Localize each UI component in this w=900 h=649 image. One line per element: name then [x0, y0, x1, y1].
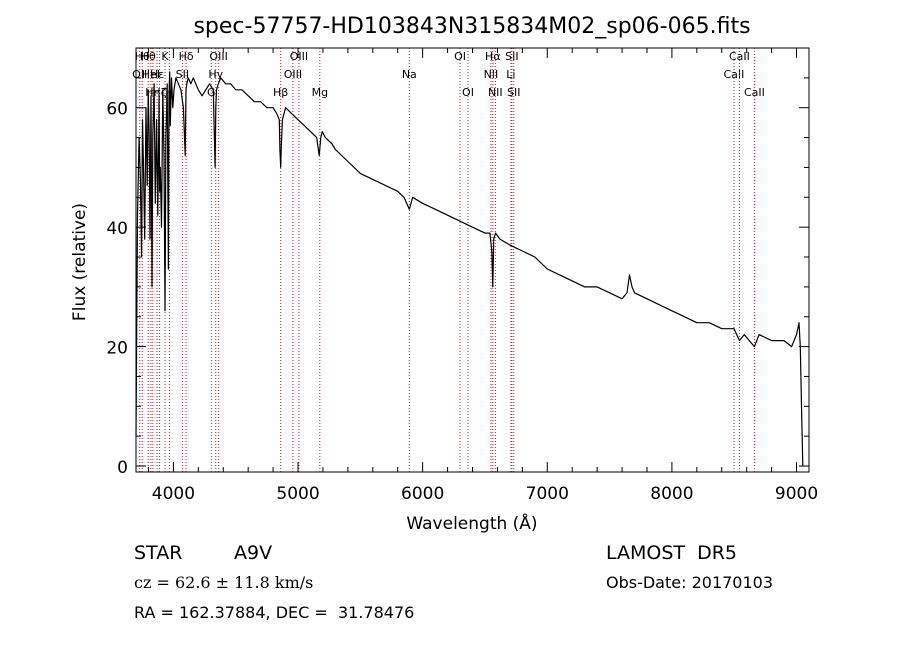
spectral-line-label: Hθ: [135, 50, 150, 63]
y-tick-label: 60: [106, 100, 128, 120]
spectral-line-label: Hδ: [179, 50, 194, 63]
spectral-line-label: Hγ: [208, 68, 223, 81]
spectral-line-label: OIII: [209, 50, 227, 63]
spectral-line-label: Mg: [312, 86, 328, 99]
spectral-line-label: OI: [454, 50, 466, 63]
y-axis-label: Flux (relative): [70, 203, 90, 321]
y-tick-label: 40: [106, 219, 128, 239]
spectral-line-label: CaII: [729, 50, 750, 63]
spectrum-series-line: [135, 71, 804, 467]
spectral-line-label: SII: [176, 68, 189, 81]
x-tick-label: 5000: [276, 484, 319, 504]
subclass: A9V: [234, 542, 273, 564]
axis-layer: 4000 5000 6000 7000 8000 9000 0 20 40 60: [106, 48, 818, 504]
spectral-line-label: HeI: [142, 68, 160, 81]
spectral-line-label: G: [207, 86, 216, 99]
spectral-line-label: Na: [402, 68, 417, 81]
coordinates: RA = 162.37884, DEC = 31.78476: [134, 603, 415, 622]
spectral-line-label: Hβ: [273, 86, 288, 99]
spectral-line-label: OIII: [290, 50, 308, 63]
x-tick-label: 6000: [401, 484, 444, 504]
spectral-line-label: CaII: [724, 68, 745, 81]
spectral-line-label: OIII: [284, 68, 302, 81]
spectral-line-label: Hα: [485, 50, 501, 63]
x-tick-label: 8000: [650, 484, 693, 504]
spectral-line-label: NII: [484, 68, 499, 81]
spectral-line-label: Hε: [150, 68, 164, 81]
spectral-line-label: SII: [505, 50, 518, 63]
plot-frame: [135, 47, 810, 473]
spectral-line-label: OI: [462, 86, 474, 99]
spectral-line-label: Hθ: [141, 50, 156, 63]
spectral-line-label: SII: [507, 86, 520, 99]
y-tick-label: 20: [106, 339, 128, 359]
object-type: STAR: [134, 542, 183, 564]
survey-name: LAMOST DR5: [606, 542, 737, 564]
observation-date: Obs-Date: 20170103: [606, 573, 774, 592]
y-tick-label: 0: [117, 458, 128, 478]
chart-title: spec-57757-HD103843N315834M02_sp06-065.f…: [193, 14, 750, 39]
x-axis-label: Wavelength (Å): [406, 512, 537, 534]
x-tick-label: 9000: [775, 484, 818, 504]
spectral-line-label: NII: [488, 86, 503, 99]
spectral-line-label: K: [161, 50, 169, 63]
line-marker-layer: OIIHθHθHeIHηHεHζKHSIIHδGHγOIIIHβOIIIOIII…: [132, 48, 765, 472]
spectral-line-label: Hη: [145, 86, 160, 99]
x-tick-label: 7000: [526, 484, 569, 504]
x-tick-label: 4000: [152, 484, 195, 504]
spectral-line-label: Li: [506, 68, 515, 81]
spectral-line-label: CaII: [744, 86, 765, 99]
spectrum-line-layer: [135, 71, 804, 467]
redshift-velocity: cz = 62.6 ± 11.8 km/s: [134, 573, 314, 592]
